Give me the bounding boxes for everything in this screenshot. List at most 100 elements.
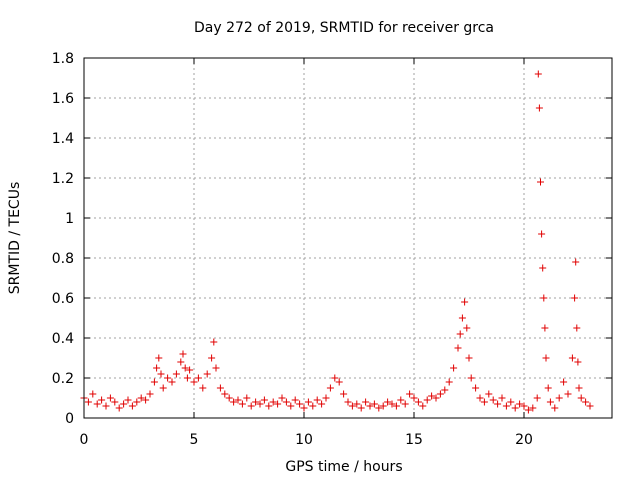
plot-frame: [83, 57, 613, 419]
data-point: [172, 370, 180, 378]
data-point: [586, 402, 594, 410]
data-point: [340, 390, 348, 398]
data-point: [287, 402, 295, 410]
data-point: [216, 384, 224, 392]
data-point: [516, 400, 524, 408]
data-point: [534, 70, 542, 78]
data-point: [539, 264, 547, 272]
data-point: [370, 400, 378, 408]
y-tick-label: 1.4: [52, 131, 74, 147]
data-point: [572, 258, 580, 266]
data-point: [507, 398, 515, 406]
data-point: [164, 374, 172, 382]
data-point: [384, 398, 392, 406]
data-point: [252, 398, 260, 406]
data-point: [456, 330, 464, 338]
data-point: [304, 398, 312, 406]
data-point: [357, 404, 365, 412]
data-point: [348, 402, 356, 410]
data-point: [199, 384, 207, 392]
data-point: [551, 404, 559, 412]
data-point: [150, 378, 158, 386]
data-point: [533, 394, 541, 402]
y-tick-label: 1.2: [52, 171, 74, 187]
data-point: [450, 364, 458, 372]
data-point: [274, 400, 282, 408]
data-point: [115, 404, 123, 412]
data-point: [120, 400, 128, 408]
data-point: [544, 384, 552, 392]
data-point: [410, 394, 418, 402]
data-point: [375, 404, 383, 412]
data-point: [564, 390, 572, 398]
data-point: [428, 392, 436, 400]
data-point: [322, 394, 330, 402]
data-point: [331, 374, 339, 382]
chart-title: Day 272 of 2019, SRMTID for receiver grc…: [194, 20, 494, 36]
y-tick-label: 0.2: [52, 371, 74, 387]
data-point: [157, 370, 165, 378]
data-point: [247, 402, 255, 410]
data-point: [212, 364, 220, 372]
data-point: [541, 324, 549, 332]
data-point: [379, 402, 387, 410]
data-point: [476, 394, 484, 402]
data-point: [574, 358, 582, 366]
data-point: [573, 324, 581, 332]
data-point: [194, 374, 202, 382]
data-point: [221, 390, 229, 398]
data-points: [80, 70, 594, 414]
data-point: [362, 398, 370, 406]
data-point: [511, 404, 519, 412]
data-point: [546, 398, 554, 406]
data-point: [465, 354, 473, 362]
y-tick-label: 0: [65, 411, 74, 427]
data-point: [502, 402, 510, 410]
data-point: [366, 402, 374, 410]
data-point: [153, 364, 161, 372]
data-point: [128, 402, 136, 410]
data-point: [326, 384, 334, 392]
y-tick-label: 0.4: [52, 331, 74, 347]
data-point: [282, 398, 290, 406]
data-point: [555, 394, 563, 402]
data-point: [432, 394, 440, 402]
gridlines: [84, 58, 612, 418]
y-tick-labels: 0 0.2 0.4 0.6 0.8 1 1.2 1.4 1.6 1.8: [52, 51, 74, 427]
y-tick-label: 1.8: [52, 51, 74, 67]
data-point: [577, 394, 585, 402]
data-point: [190, 378, 198, 386]
data-point: [230, 398, 238, 406]
data-point: [296, 400, 304, 408]
data-point: [560, 378, 568, 386]
data-point: [344, 398, 352, 406]
data-point: [133, 398, 141, 406]
x-tick-label: 0: [80, 432, 89, 448]
data-point: [124, 396, 132, 404]
data-point: [489, 396, 497, 404]
data-point: [203, 370, 211, 378]
data-point: [313, 396, 321, 404]
data-point: [142, 396, 150, 404]
y-tick-label: 1: [65, 211, 74, 227]
data-point: [208, 354, 216, 362]
y-tick-label: 1.6: [52, 91, 74, 107]
data-point: [423, 396, 431, 404]
data-point: [106, 394, 114, 402]
data-point: [300, 404, 308, 412]
data-point: [458, 314, 466, 322]
data-point: [183, 374, 191, 382]
data-point: [582, 398, 590, 406]
data-point: [454, 344, 462, 352]
data-point: [181, 364, 189, 372]
data-point: [278, 394, 286, 402]
data-point: [401, 400, 409, 408]
data-point: [568, 354, 576, 362]
data-point: [159, 384, 167, 392]
data-point: [234, 396, 242, 404]
data-point: [571, 294, 579, 302]
data-point: [353, 400, 361, 408]
data-point: [256, 400, 264, 408]
data-point: [498, 394, 506, 402]
